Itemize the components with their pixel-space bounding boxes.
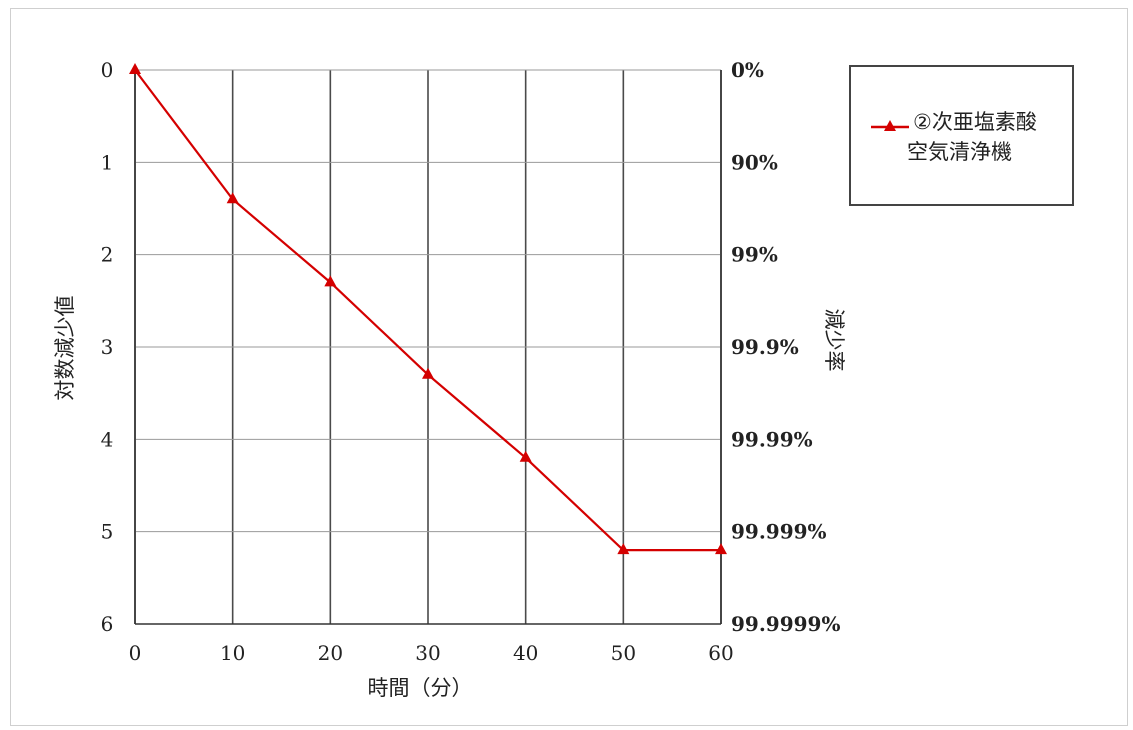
legend: ②次亜塩素酸 空気清浄機 (849, 65, 1074, 206)
y2-tick-label: 99.9% (731, 335, 799, 359)
data-point (324, 275, 337, 287)
x-tick-label: 10 (220, 641, 245, 665)
y-tick-label: 5 (101, 520, 114, 544)
axes (134, 70, 722, 625)
y-tick-label: 6 (101, 612, 114, 636)
y-tick-label: 1 (101, 150, 114, 174)
grid (134, 69, 722, 625)
y2-tick-label: 90% (731, 150, 778, 174)
y2-tick-label: 99% (731, 243, 778, 267)
x-tick-label: 0 (129, 641, 142, 665)
legend-label-line1: ②次亜塩素酸 (913, 110, 1037, 134)
y2-tick-label: 99.999% (731, 520, 827, 544)
data-point (422, 367, 434, 379)
y2-tick-labels: 0% 90% 99% 99.9% 99.99% 99.999% 99.9999% (731, 58, 840, 636)
y-tick-label: 2 (101, 243, 114, 267)
y-tick-label: 4 (101, 427, 114, 451)
data-point (129, 63, 141, 74)
legend-label: ②次亜塩素酸 空気清浄機 (907, 107, 1037, 167)
chart-frame (10, 8, 1128, 726)
y2-tick-label: 99.99% (731, 427, 813, 451)
y-tick-label: 3 (101, 335, 114, 359)
y2-tick-label: 99.9999% (731, 612, 840, 636)
x-tick-label: 30 (415, 641, 440, 665)
data-point (226, 192, 239, 204)
legend-marker (871, 120, 909, 131)
x-tick-labels: 0 10 20 30 40 50 60 (129, 641, 734, 665)
y2-tick-label: 0% (731, 58, 764, 82)
series-layer (129, 63, 727, 555)
y2-axis-label: 減少率 (822, 309, 846, 372)
x-tick-label: 40 (513, 641, 538, 665)
data-point (617, 543, 630, 555)
data-point (519, 450, 532, 462)
data-point (715, 543, 727, 555)
y-tick-label: 0 (101, 58, 114, 82)
y-tick-labels: 0 1 2 3 4 5 6 (101, 58, 114, 636)
x-tick-label: 20 (318, 641, 343, 665)
legend-label-line2: 空気清浄機 (907, 140, 1012, 164)
x-tick-label: 50 (611, 641, 636, 665)
y-axis-label: 対数減少値 (53, 296, 77, 401)
x-axis-label: 時間（分） (368, 676, 473, 700)
x-tick-label: 60 (708, 641, 733, 665)
